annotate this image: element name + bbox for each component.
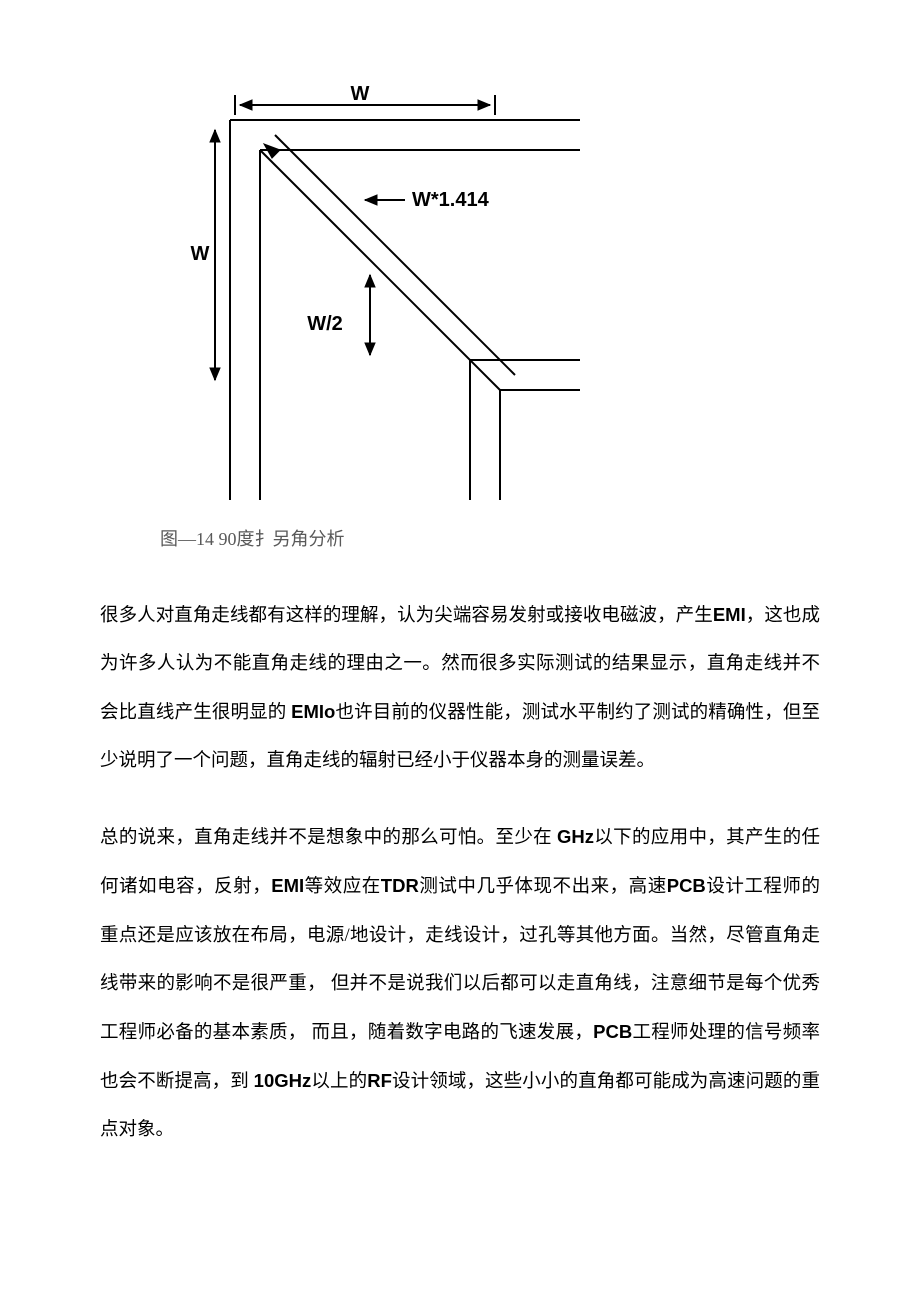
p2-text-e: 设计工程师的重点还是应该放在布局，电源/地设计，走线设计，过孔等其他方面。当然，… — [100, 877, 820, 1042]
p2-text-a: 总的说来，直角走线并不是想象中的那么可怕。至少在 — [100, 828, 557, 848]
paragraph-2: 总的说来，直角走线并不是想象中的那么可怕。至少在 GHz以下的应用中，其产生的任… — [100, 813, 820, 1154]
p2-text-g: 以上的 — [311, 1072, 367, 1092]
label-w1414: W*1.414 — [412, 189, 490, 211]
label-w2: W/2 — [307, 313, 343, 335]
p1-text-a: 很多人对直角走线都有这样的理解，认为尖端容易发射或接收电磁波，产生 — [100, 606, 713, 626]
label-w-top: W — [351, 83, 370, 105]
diagram-svg: W W W*1.414 W/2 — [160, 80, 590, 510]
p1-emi: EMI — [713, 604, 746, 625]
p2-10ghz: 10GHz — [254, 1070, 312, 1091]
p2-pcb1: PCB — [667, 875, 706, 896]
figure-90deg-corner: W W W*1.414 W/2 — [160, 80, 820, 515]
p2-pcb2: PCB — [593, 1021, 632, 1042]
paragraph-1: 很多人对直角走线都有这样的理解，认为尖端容易发射或接收电磁波，产生EMI，这也成… — [100, 591, 820, 785]
p2-ghz: GHz — [557, 826, 594, 847]
p1-emio: EMIo — [291, 701, 335, 722]
p2-tdr: TDR — [381, 875, 419, 896]
figure-caption: 图—14 90度扌另角分析 — [160, 525, 820, 551]
p2-text-d: 测试中几乎体现不出来，高速 — [419, 877, 667, 897]
p2-rf: RF — [367, 1070, 392, 1091]
label-w-left: W — [191, 243, 210, 265]
p2-emi: EMI — [271, 875, 304, 896]
p2-text-c: 等效应在 — [304, 877, 381, 897]
